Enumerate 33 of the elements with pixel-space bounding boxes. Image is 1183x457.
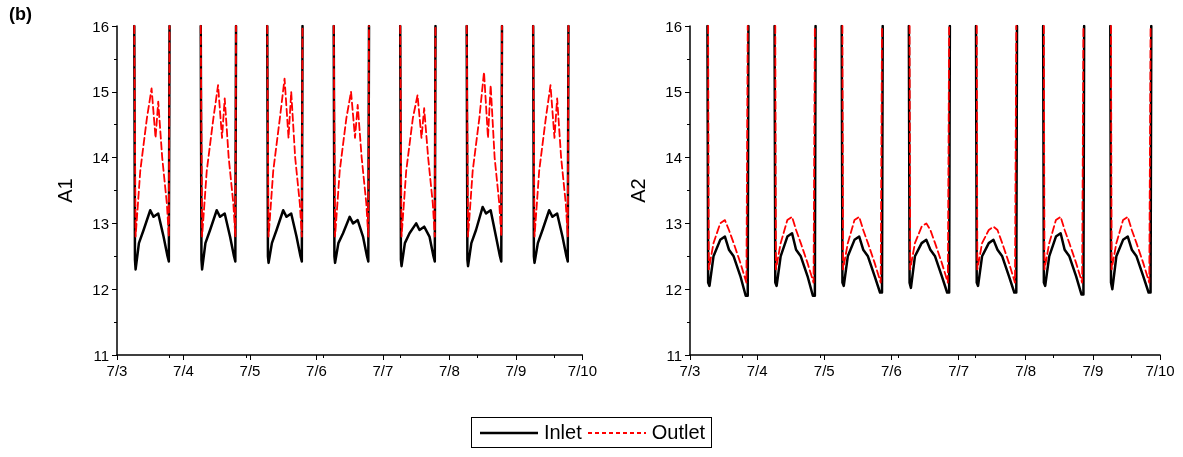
chart-title: (b) <box>9 4 32 24</box>
y-tick-label: 15 <box>665 83 682 101</box>
y-tick-label: 11 <box>666 346 682 364</box>
y-tick-label: 12 <box>92 280 109 298</box>
x-tick-label: 7/3 <box>106 362 128 379</box>
x-tick-label: 7/7 <box>948 362 969 379</box>
y-tick-label: 14 <box>92 149 109 167</box>
x-tick-label: 7/10 <box>567 362 597 379</box>
y-tick-label: 16 <box>665 17 682 35</box>
x-tick-label: 7/8 <box>1015 362 1037 379</box>
y-tick-label: 13 <box>665 214 682 232</box>
y-axis-title: A2 <box>627 178 649 203</box>
x-tick-label: 7/7 <box>372 362 394 379</box>
x-tick-label: 7/9 <box>1082 362 1104 379</box>
x-tick-label: 7/4 <box>173 362 194 379</box>
y-tick-label: 11 <box>93 346 109 364</box>
y-tick-label: 16 <box>92 17 109 35</box>
x-tick-label: 7/6 <box>306 362 327 379</box>
y-tick-label: 14 <box>665 149 682 167</box>
y-tick-label: 12 <box>665 280 682 298</box>
x-tick-label: 7/3 <box>679 362 701 379</box>
x-tick-label: 7/9 <box>505 362 527 379</box>
x-tick-label: 7/8 <box>439 362 460 379</box>
y-tick-label: 13 <box>92 214 109 232</box>
x-tick-label: 7/10 <box>1145 362 1175 379</box>
legend-label: Outlet <box>651 421 706 444</box>
x-tick-label: 7/5 <box>239 362 261 379</box>
y-tick-label: 15 <box>92 83 109 101</box>
legend-label: Inlet <box>543 421 582 444</box>
x-tick-label: 7/5 <box>813 362 835 379</box>
x-tick-label: 7/6 <box>881 362 902 379</box>
x-tick-label: 7/4 <box>746 362 768 379</box>
y-axis-title: A1 <box>54 178 76 203</box>
